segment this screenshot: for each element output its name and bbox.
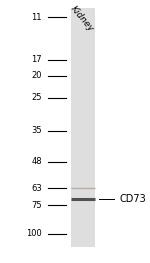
Text: CD73: CD73 [120,194,147,204]
Text: Kidney: Kidney [69,4,96,33]
Text: 25: 25 [32,93,42,102]
Text: 35: 35 [31,126,42,135]
Text: 75: 75 [31,201,42,210]
Text: 63: 63 [31,184,42,193]
FancyBboxPatch shape [70,8,94,247]
Text: 48: 48 [31,157,42,166]
Text: 17: 17 [31,55,42,64]
Text: 20: 20 [32,71,42,80]
Text: 11: 11 [32,13,42,22]
Text: 100: 100 [26,229,42,238]
